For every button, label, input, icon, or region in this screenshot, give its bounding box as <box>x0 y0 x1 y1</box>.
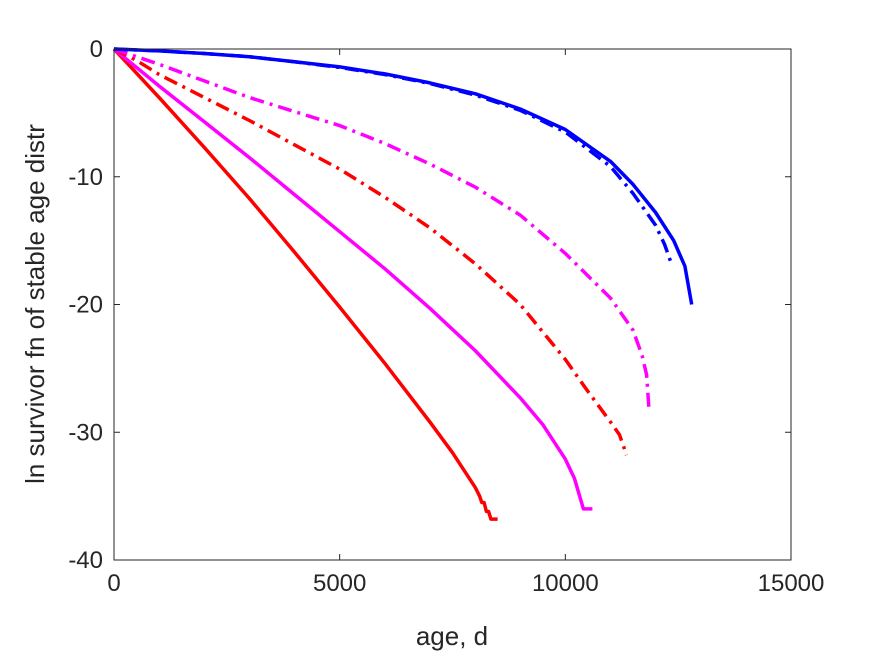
y-tick-label: -40 <box>68 547 103 574</box>
tick-layer: 0 5000 10000 15000 0 -10 -20 -30 -40 <box>68 36 824 597</box>
x-axis-label: age, d <box>416 621 488 651</box>
x-tick-label: 0 <box>107 570 120 597</box>
y-axis-label: ln survivor fn of stable age distr <box>20 124 50 484</box>
x-tick-label: 5000 <box>313 570 366 597</box>
plot-area <box>114 49 791 560</box>
series-line-2 <box>112 47 593 511</box>
y-tick-label: 0 <box>90 36 103 63</box>
x-tick-label: 10000 <box>532 570 599 597</box>
series-line-6 <box>113 47 694 305</box>
y-tick-label: -30 <box>68 419 103 446</box>
y-tick-label: -20 <box>68 292 103 319</box>
series-layer <box>112 47 694 521</box>
series-line-4 <box>113 47 651 407</box>
y-tick-label: -10 <box>68 164 103 191</box>
series-line-1 <box>112 47 498 521</box>
x-tick-label: 15000 <box>758 570 825 597</box>
